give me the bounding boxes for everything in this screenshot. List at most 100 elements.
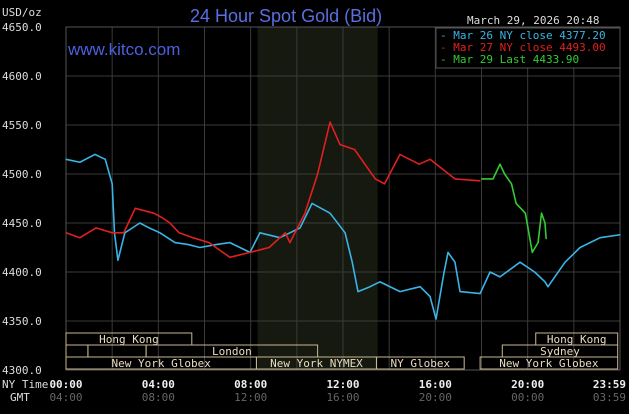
data-point <box>544 222 546 224</box>
x-tick-ny: 12:00 <box>326 378 359 391</box>
data-point <box>510 183 513 185</box>
data-point <box>351 261 353 263</box>
session-label: New York Globex <box>112 357 212 370</box>
data-point <box>65 158 67 160</box>
data-point <box>259 232 261 234</box>
data-point <box>95 227 97 229</box>
data-point <box>540 212 543 214</box>
data-point <box>533 271 536 273</box>
data-point <box>399 153 401 155</box>
session-label: New York Globex <box>499 357 599 370</box>
data-point <box>619 234 621 236</box>
data-point <box>123 232 125 234</box>
x-tick-gmt: 12:00 <box>234 391 267 404</box>
data-point <box>311 202 313 204</box>
data-point <box>65 232 67 234</box>
data-point <box>162 217 164 219</box>
data-point <box>374 178 376 180</box>
data-point <box>499 163 501 165</box>
data-point <box>357 291 359 293</box>
data-point <box>443 271 445 273</box>
session-label: NY Globex <box>391 357 451 370</box>
x-tick-gmt: 04:00 <box>49 391 82 404</box>
data-point <box>215 243 217 246</box>
data-point <box>229 256 231 258</box>
data-point <box>153 212 155 214</box>
data-point <box>454 261 456 263</box>
series-line-2 <box>481 163 547 254</box>
series-line-0 <box>65 153 621 320</box>
x-tick-ny: 16:00 <box>419 378 452 391</box>
data-point <box>399 291 401 293</box>
data-point <box>379 281 381 283</box>
legend-box <box>435 27 621 69</box>
session-box <box>375 356 465 370</box>
chart-title: 24 Hour Spot Gold (Bid) <box>190 6 382 26</box>
data-point <box>480 178 483 180</box>
session-label: Sydney <box>540 345 580 358</box>
session-label: Hong Kong <box>547 333 607 346</box>
data-point <box>515 202 517 204</box>
data-point <box>94 153 96 155</box>
session-label: Hong Kong <box>99 333 159 346</box>
data-point <box>579 246 581 249</box>
x-tick-ny: 00:00 <box>49 378 82 391</box>
data-point <box>599 237 601 239</box>
plot-frame <box>65 26 621 371</box>
data-point <box>79 161 81 163</box>
data-point <box>79 237 81 239</box>
data-point <box>369 286 371 288</box>
data-point <box>148 227 150 229</box>
data-point <box>492 178 494 180</box>
data-point <box>489 271 491 273</box>
data-point <box>178 232 180 234</box>
data-point <box>304 212 306 214</box>
data-point <box>524 212 526 214</box>
data-point <box>104 158 106 160</box>
data-point <box>479 180 481 182</box>
data-point <box>545 238 547 240</box>
x-tick-ny: 20:00 <box>511 378 544 391</box>
data-point <box>519 261 521 263</box>
data-point <box>139 222 141 224</box>
data-point <box>317 173 319 175</box>
y-axis-unit: USD/oz <box>2 6 42 19</box>
legend-entry: - Mar 27 NY close 4493.00 <box>440 41 606 54</box>
session-label: London <box>212 345 252 358</box>
data-point <box>117 259 119 261</box>
data-point <box>174 242 176 244</box>
x-tick-gmt: 03:59 <box>593 391 626 404</box>
data-point <box>479 292 481 295</box>
session-box <box>479 356 619 370</box>
x-tick-gmt: 08:00 <box>142 391 175 404</box>
data-point <box>353 148 356 151</box>
x-tick-ny: 08:00 <box>234 378 267 391</box>
legend: - Mar 26 NY close 4377.20- Mar 27 NY clo… <box>435 27 621 69</box>
legend-entry: - Mar 26 NY close 4377.20 <box>440 29 606 42</box>
y-tick-label: 4350.0 <box>2 315 42 328</box>
session-label: New York NYMEX <box>270 357 363 370</box>
gmt-label: GMT <box>10 391 30 404</box>
y-tick-label: 4550.0 <box>2 119 42 132</box>
data-point <box>503 173 506 175</box>
data-point <box>454 178 456 180</box>
data-point <box>531 251 533 253</box>
data-point <box>208 242 210 244</box>
data-point <box>547 286 549 288</box>
data-point <box>429 295 431 298</box>
data-point <box>159 232 161 234</box>
y-tick-label: 4450.0 <box>2 217 42 230</box>
data-point <box>459 291 461 293</box>
data-point <box>499 276 501 278</box>
x-tick-ny: 23:59 <box>593 378 626 391</box>
data-point <box>564 261 566 263</box>
data-point <box>111 232 113 234</box>
x-tick-gmt: 00:00 <box>511 391 544 404</box>
x-tick-ny: 04:00 <box>142 378 175 391</box>
y-tick-label: 4650.0 <box>2 21 42 34</box>
data-point <box>544 281 546 283</box>
kitco-watermark: www.kitco.com <box>67 40 180 59</box>
data-point <box>187 243 189 246</box>
data-point <box>169 222 171 224</box>
data-point <box>339 144 341 146</box>
